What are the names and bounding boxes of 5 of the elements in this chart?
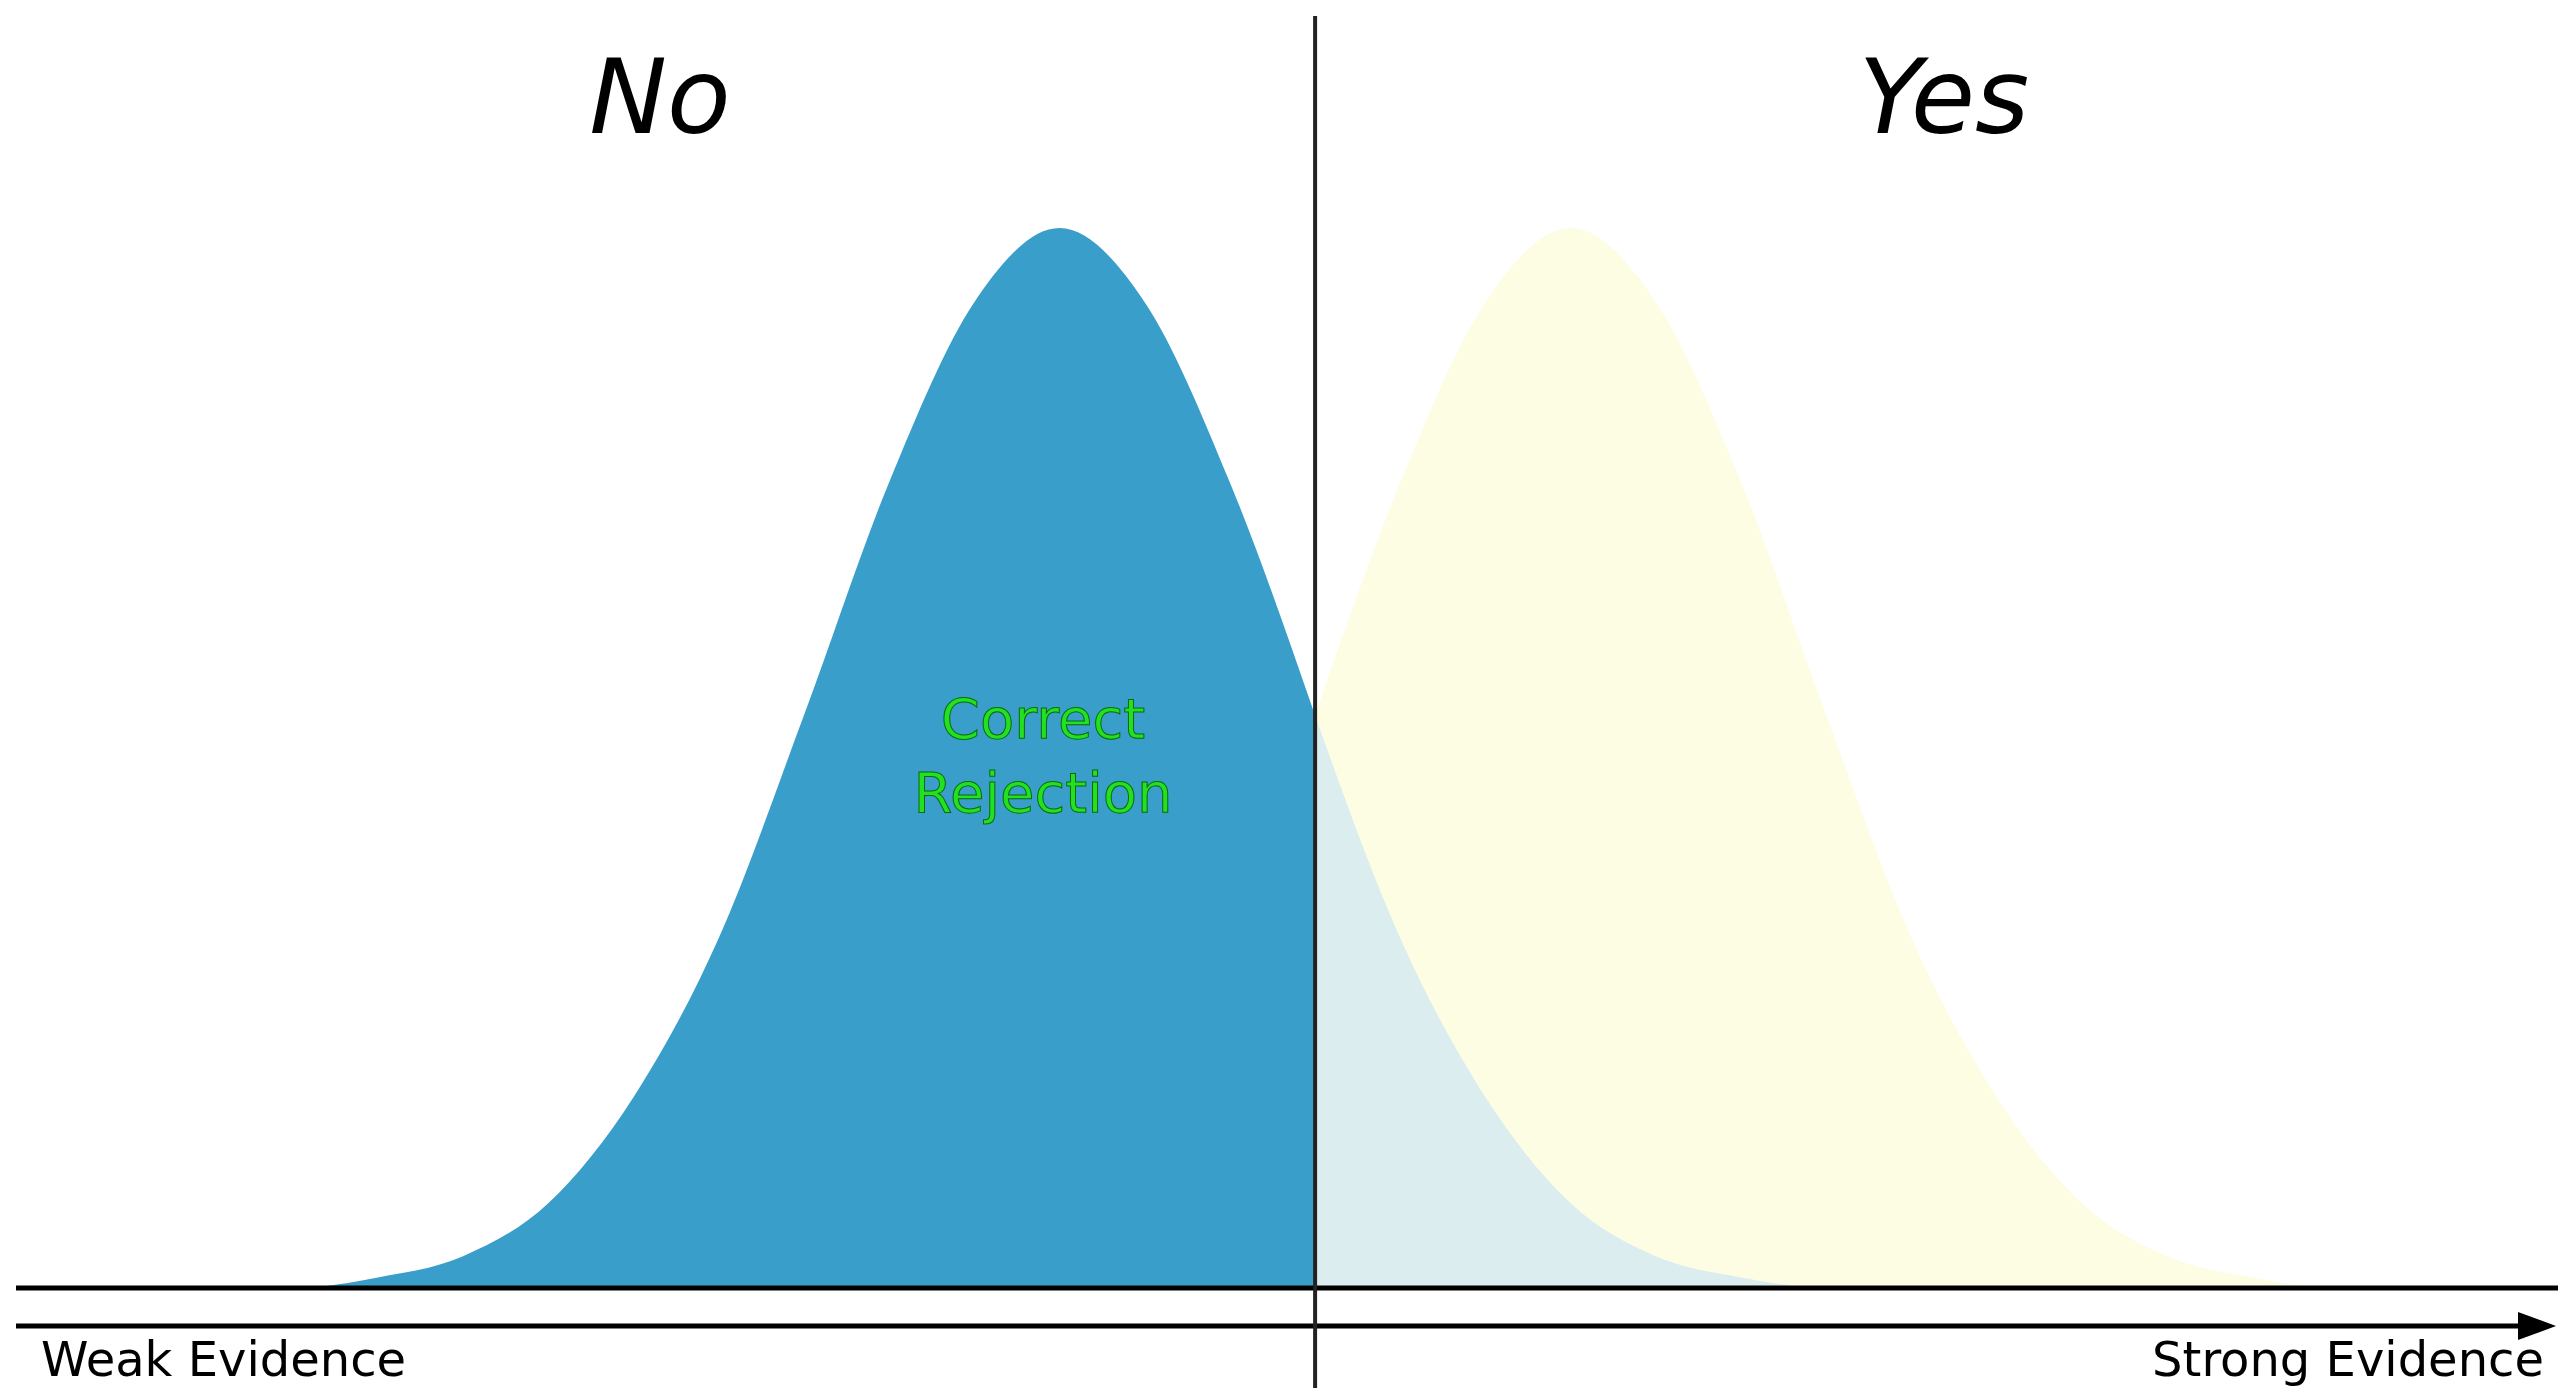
annotation: Correct Rejection	[913, 686, 1173, 825]
text: Strong Evidence	[2152, 1331, 2544, 1387]
text: No	[589, 36, 731, 158]
text: Yes	[1858, 36, 2030, 158]
text: Weak Evidence	[41, 1331, 407, 1387]
